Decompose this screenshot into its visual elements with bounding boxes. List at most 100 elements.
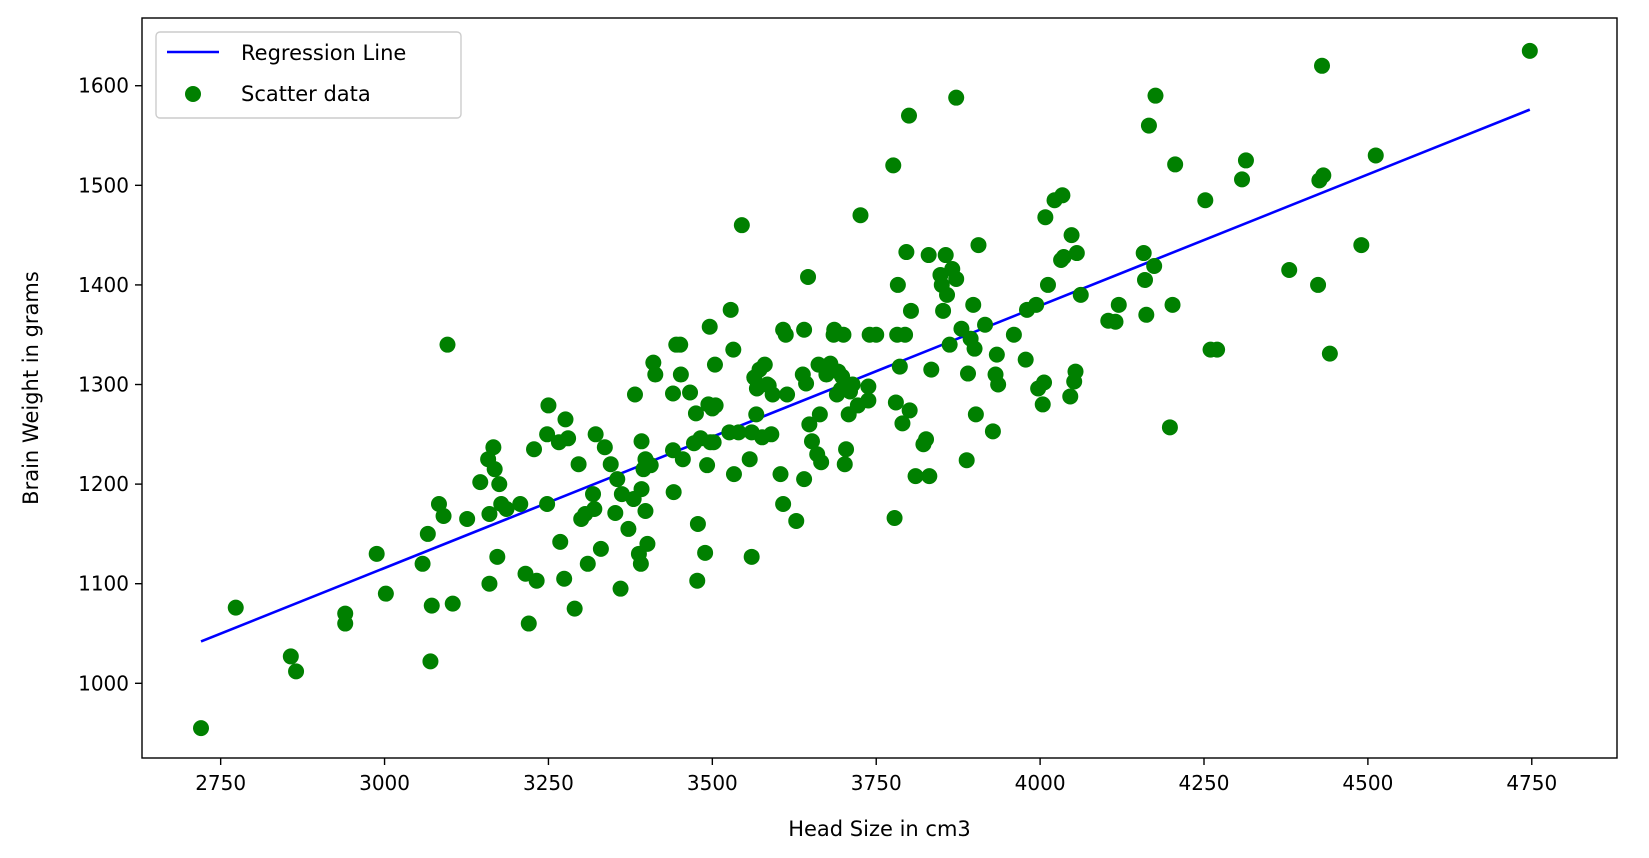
scatter-point <box>920 247 937 264</box>
scatter-point <box>907 468 924 485</box>
scatter-point <box>722 301 739 318</box>
scatter-point <box>897 326 914 343</box>
scatter-point <box>1039 276 1056 293</box>
scatter-point <box>1138 306 1155 323</box>
scatter-point <box>898 244 915 261</box>
plot-area <box>142 18 1617 758</box>
scatter-point <box>435 507 452 524</box>
scatter-point <box>960 365 976 382</box>
scatter-point <box>556 570 573 587</box>
scatter-point <box>730 424 747 441</box>
scatter-point <box>459 510 476 527</box>
scatter-point <box>672 366 689 383</box>
scatter-point <box>775 496 792 513</box>
scatter-point <box>990 376 1007 393</box>
scatter-point <box>894 415 911 432</box>
scatter-point <box>868 326 885 343</box>
scatter-point <box>422 653 439 670</box>
scatter-point <box>967 406 984 423</box>
scatter-point <box>485 439 502 456</box>
scatter-point <box>579 555 596 572</box>
scatter-point <box>1314 57 1330 74</box>
x-axis-ticks: 2750 3000 3250 3500 3750 4000 4250 4500 4750 <box>195 758 1557 795</box>
scatter-point <box>772 466 789 483</box>
scatter-point <box>836 456 853 473</box>
scatter-point <box>520 615 537 632</box>
scatter-point <box>539 496 556 513</box>
scatter-point <box>706 356 723 373</box>
scatter-point <box>587 426 604 443</box>
scatter-point <box>1054 187 1071 204</box>
scatter-point <box>368 545 385 562</box>
scatter-point <box>633 481 650 498</box>
scatter-point <box>966 340 983 357</box>
scatter-point <box>803 433 820 450</box>
scatter-point <box>632 555 649 572</box>
scatter-point <box>901 402 918 419</box>
scatter-point <box>1017 351 1034 368</box>
scatter-point <box>800 268 817 285</box>
scatter-point <box>777 326 794 343</box>
y-tick-label: 1000 <box>78 671 129 695</box>
scatter-point <box>889 276 906 293</box>
x-tick-label: 3750 <box>851 771 902 795</box>
scatter-point <box>1005 326 1022 343</box>
scatter-layer <box>193 42 1538 737</box>
scatter-point <box>665 484 682 501</box>
scatter-point <box>748 406 765 423</box>
scatter-point <box>633 433 650 450</box>
scatter-point <box>887 394 904 411</box>
scatter-point <box>779 386 796 403</box>
x-tick-label: 3250 <box>523 771 574 795</box>
scatter-point <box>764 386 781 403</box>
scatter-point <box>705 434 722 451</box>
scatter-point <box>592 540 609 557</box>
scatter-point <box>557 411 574 428</box>
scatter-point <box>801 416 818 433</box>
scatter-point <box>1146 257 1163 274</box>
scatter-point <box>1521 42 1538 59</box>
scatter-point <box>1055 249 1072 266</box>
scatter-point <box>901 107 917 124</box>
scatter-point <box>620 520 637 537</box>
scatter-point <box>626 386 643 403</box>
scatter-point <box>586 501 603 518</box>
scatter-point <box>540 397 557 414</box>
scatter-point <box>552 533 569 550</box>
scatter-point <box>647 366 664 383</box>
scatter-point <box>419 525 436 542</box>
scatter-point <box>609 471 626 488</box>
scatter-point <box>639 535 656 552</box>
scatter-point <box>528 572 545 589</box>
scatter-point <box>566 600 583 617</box>
scatter-point <box>444 595 461 612</box>
y-tick-label: 1300 <box>78 373 129 397</box>
scatter-point <box>414 555 431 572</box>
scatter-point <box>935 302 952 319</box>
scatter-point <box>1315 167 1332 184</box>
scatter-point <box>491 476 508 493</box>
scatter-point <box>377 585 394 602</box>
scatter-point <box>1310 276 1327 293</box>
scatter-point <box>1353 237 1370 254</box>
scatter-point <box>798 375 815 392</box>
x-tick-label: 4000 <box>1015 771 1066 795</box>
scatter-point <box>923 361 940 378</box>
scatter-point <box>725 466 742 483</box>
x-tick-label: 4500 <box>1342 771 1393 795</box>
scatter-point <box>1072 286 1089 303</box>
scatter-point <box>227 599 244 616</box>
scatter-point <box>288 663 305 680</box>
scatter-point <box>1209 341 1226 358</box>
scatter-point <box>512 496 529 513</box>
scatter-point <box>337 615 354 632</box>
scatter-point <box>689 572 706 589</box>
y-axis-ticks: 1000 1100 1200 1300 1400 1500 1600 <box>78 74 142 695</box>
scatter-point <box>988 346 1005 363</box>
scatter-point <box>1107 313 1124 330</box>
scatter-point <box>699 457 716 474</box>
scatter-point <box>796 471 813 488</box>
scatter-point <box>1063 227 1080 244</box>
scatter-point <box>1028 296 1045 313</box>
